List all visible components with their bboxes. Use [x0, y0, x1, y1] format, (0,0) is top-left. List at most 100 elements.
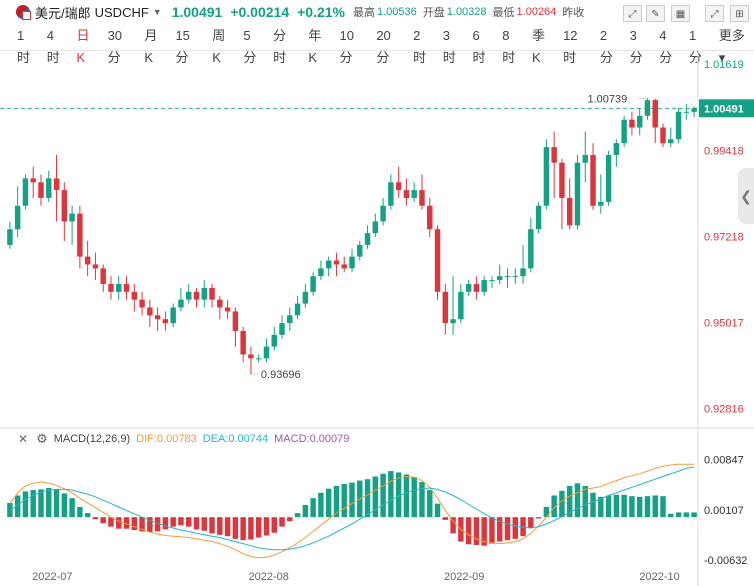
candle-body	[46, 178, 52, 198]
tab-12[interactable]: 2时	[413, 28, 427, 65]
candle-body	[636, 115, 643, 128]
macd-hist-bar	[559, 490, 565, 518]
y-tick-label: 0.97218	[704, 231, 744, 243]
tab-10[interactable]: 10分	[339, 28, 355, 65]
max-label: 1.00739	[587, 94, 627, 106]
layout-icon[interactable]: ⊞	[730, 5, 749, 22]
macd-hist-bar	[294, 513, 301, 518]
tab-5[interactable]: 15分	[175, 28, 190, 65]
low-label: 最低	[492, 7, 515, 19]
macd-hist-bar	[403, 474, 410, 518]
macd-hist-bar	[512, 517, 519, 539]
high-label: 最高	[353, 7, 375, 19]
quote-header: 美元/瑞郎 USDCHF ▼ 1.00491 +0.00214 +0.21% 最…	[0, 0, 754, 24]
tab-3[interactable]: 30分	[107, 28, 123, 65]
candle-body	[209, 287, 215, 300]
candle-body	[395, 182, 402, 191]
tab-1[interactable]: 4时	[46, 28, 60, 65]
eye-icon[interactable]: ✕	[18, 432, 29, 446]
y-tick-label: 0.95017	[704, 317, 744, 329]
tab-20[interactable]: 4分	[659, 28, 673, 65]
tab-9[interactable]: 年K	[308, 28, 322, 65]
candle-body	[139, 299, 145, 308]
macd-hist-bar	[566, 485, 573, 518]
macd-hist-bar	[325, 488, 332, 518]
tab-7[interactable]: 5分	[243, 28, 257, 65]
macd-hist-bar	[139, 517, 145, 532]
macd-hist-bar	[224, 517, 231, 537]
tab-19[interactable]: 3分	[629, 28, 643, 65]
macd-hist-bar	[271, 517, 277, 533]
candle-body	[193, 291, 200, 300]
candle-body	[427, 205, 433, 230]
candle-body	[543, 147, 550, 206]
candle-body	[116, 284, 122, 292]
instrument-symbol[interactable]: USDCHF	[94, 4, 149, 20]
tab-18[interactable]: 2分	[599, 28, 613, 65]
dif-value: DIF:0.00783	[136, 433, 197, 445]
macd-hist-bar	[108, 517, 114, 527]
tab-16[interactable]: 季K	[531, 28, 545, 65]
chart-settings-icon[interactable]: ✎	[646, 5, 665, 22]
candle-body	[333, 260, 340, 265]
chevron-left-icon[interactable]: ❮	[738, 168, 754, 224]
macd-hist-bar	[652, 495, 658, 518]
tab-21[interactable]: 1分	[689, 28, 703, 65]
tab-15[interactable]: 8时	[502, 28, 516, 65]
macd-hist-bar	[419, 481, 425, 518]
macd-hist-bar	[636, 496, 643, 518]
price-change: +0.00214	[230, 4, 290, 20]
candle-body	[77, 213, 83, 257]
macd-hist-bar	[582, 485, 588, 518]
candle-body	[271, 334, 277, 347]
tab-4[interactable]: 月K	[144, 28, 158, 65]
grid-icon[interactable]: ▦	[671, 5, 690, 22]
candle-body	[613, 143, 620, 155]
candle-body	[318, 268, 324, 277]
candle-body	[419, 190, 425, 206]
current-price-label: 1.00491	[704, 103, 744, 115]
gear-icon[interactable]: ⚙	[36, 431, 48, 446]
divider	[0, 50, 754, 51]
macd-hist-bar	[675, 512, 682, 518]
macd-hist-bar	[302, 504, 309, 518]
macd-hist-bar	[92, 517, 99, 520]
tab-17[interactable]: 12时	[563, 28, 578, 65]
instrument-title[interactable]: 美元/瑞郎	[35, 5, 91, 21]
tab-8[interactable]: 分时	[273, 28, 287, 65]
candle-body	[170, 307, 176, 324]
macd-hist-bar	[263, 517, 270, 536]
x-axis-label: 2022-08	[249, 571, 289, 583]
tab-14[interactable]: 6时	[472, 28, 486, 65]
tab-6[interactable]: 周K	[212, 28, 226, 65]
tab-11[interactable]: 20分	[376, 28, 391, 65]
candle-body	[380, 205, 386, 222]
candle-body	[279, 323, 285, 335]
fullscreen-icon[interactable]: ⤢	[705, 5, 724, 22]
high-value: 1.00536	[377, 6, 417, 18]
macd-hist-bar	[450, 517, 456, 534]
macd-hist-bar	[209, 517, 215, 534]
expand-icon[interactable]: ⤢	[623, 5, 642, 22]
candle-body	[582, 154, 588, 163]
candle-body	[590, 154, 596, 206]
macd-hist-bar	[185, 517, 192, 527]
candle-body	[504, 276, 511, 278]
macd-value: MACD:0.00079	[274, 433, 350, 445]
candle-body	[100, 268, 106, 285]
tab-22[interactable]: 更多 ▾	[718, 28, 745, 65]
candle-body	[232, 311, 239, 331]
candle-body	[551, 147, 557, 163]
tab-0[interactable]: 1时	[17, 28, 31, 65]
y-tick-label: 0.92816	[704, 404, 744, 416]
candle-body	[473, 284, 480, 292]
macd-hist-bar	[528, 517, 534, 529]
candle-body	[131, 291, 138, 300]
candle-body	[92, 264, 99, 269]
candle-body	[7, 229, 13, 245]
chevron-down-icon[interactable]: ▼	[152, 7, 162, 17]
candle-body	[559, 162, 565, 198]
tab-13[interactable]: 3时	[442, 28, 456, 65]
macd-hist-bar	[201, 517, 207, 531]
tab-2[interactable]: 日K	[76, 28, 90, 65]
